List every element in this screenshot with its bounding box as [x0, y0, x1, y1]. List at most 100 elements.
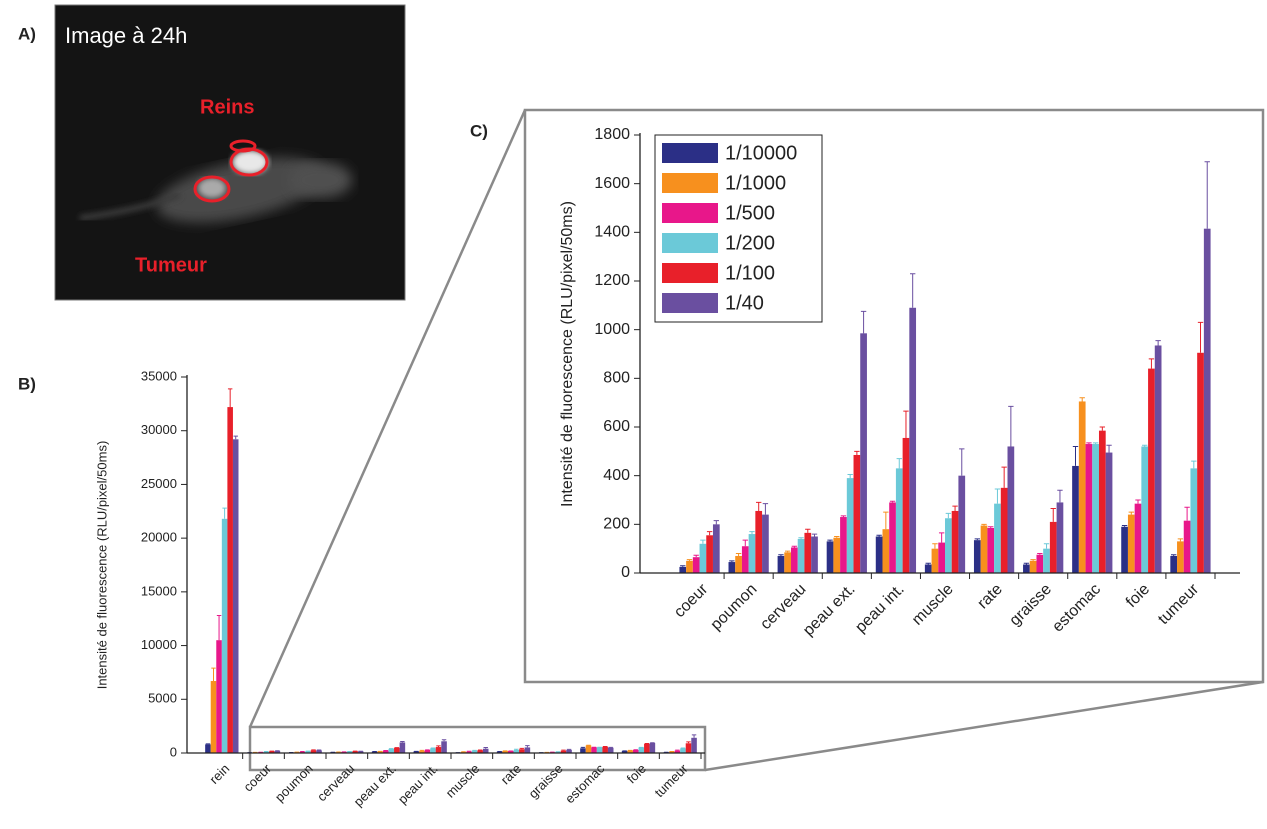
error-bar — [514, 748, 519, 750]
error-bar — [525, 745, 530, 748]
y-tick-label: 600 — [603, 418, 630, 435]
bar — [305, 751, 311, 753]
x-tick-label: graisse — [525, 761, 565, 801]
error-bar — [909, 273, 916, 308]
error-bar — [580, 746, 586, 749]
error-bar — [1043, 543, 1050, 549]
bar — [895, 468, 903, 573]
error-bar — [1142, 444, 1148, 447]
bar — [1127, 514, 1135, 573]
bar — [591, 747, 597, 753]
error-bar — [483, 747, 488, 749]
bar — [1098, 430, 1106, 573]
error-bar — [436, 745, 441, 748]
error-bar — [742, 539, 748, 547]
error-bar — [827, 539, 833, 542]
bar — [1049, 521, 1057, 573]
bar — [346, 751, 353, 753]
error-bar — [1023, 562, 1030, 565]
bar — [674, 750, 681, 753]
bar — [580, 748, 586, 753]
panel-label: A) — [18, 24, 36, 43]
zoom-frame — [248, 108, 1265, 772]
bar — [1148, 368, 1155, 573]
x-tick-label: muscle — [909, 581, 957, 629]
error-bar — [211, 667, 216, 682]
bar — [833, 537, 841, 573]
bar — [1154, 345, 1162, 573]
error-bar — [693, 554, 699, 558]
error-bar — [1037, 553, 1043, 555]
bar — [566, 749, 572, 753]
y-tick-label: 1600 — [594, 175, 630, 192]
error-bar — [778, 554, 784, 556]
error-bar — [811, 533, 818, 537]
y-tick-label: 1000 — [594, 321, 630, 338]
bar — [471, 750, 478, 753]
bar — [846, 478, 854, 573]
bar — [441, 741, 447, 753]
error-bar — [691, 734, 697, 738]
bar — [692, 557, 700, 573]
y-tick-label: 1800 — [594, 126, 630, 143]
bar — [680, 748, 686, 753]
bar — [875, 536, 883, 573]
error-bar — [932, 543, 938, 549]
bar — [826, 541, 834, 573]
bar — [496, 751, 503, 753]
bar — [784, 552, 792, 573]
bar — [232, 439, 239, 753]
legend-label: 1/100 — [725, 262, 775, 284]
bar — [644, 743, 650, 753]
legend-swatch — [662, 203, 718, 223]
error-bar — [1197, 321, 1204, 353]
error-bar — [784, 550, 791, 553]
error-bar — [400, 740, 405, 743]
y-tick-label: 25000 — [141, 476, 177, 491]
bar — [221, 518, 228, 753]
error-bar — [805, 528, 811, 533]
bar — [909, 307, 917, 573]
bar — [649, 742, 656, 753]
bar — [987, 527, 995, 573]
legend-label: 1/200 — [725, 232, 775, 254]
error-bar — [1121, 525, 1128, 527]
bar — [638, 747, 645, 753]
legend-label: 1/40 — [725, 292, 764, 314]
bar — [1121, 526, 1128, 573]
bar — [853, 454, 861, 573]
bar — [399, 742, 406, 753]
bar — [274, 750, 281, 753]
bar — [382, 750, 389, 753]
error-bar — [675, 749, 680, 751]
error-bar — [1079, 397, 1085, 402]
x-tick-label: peau ext. — [800, 581, 859, 640]
y-tick-label: 400 — [603, 467, 630, 484]
error-bar — [1099, 426, 1106, 431]
bar — [1134, 503, 1142, 573]
bar — [227, 407, 233, 753]
bar — [1007, 446, 1015, 573]
bar — [524, 747, 531, 753]
error-bar — [1204, 161, 1210, 229]
bar — [1023, 564, 1030, 573]
y-axis-label: Intensité de fluorescence (RLU/pixel/50m… — [559, 201, 576, 507]
bar — [519, 749, 525, 753]
x-tick-label: poumon — [272, 761, 316, 805]
error-bar — [1184, 506, 1190, 521]
bar — [741, 546, 749, 573]
error-bar — [227, 388, 233, 408]
y-tick-label: 15000 — [141, 583, 177, 598]
error-bar — [441, 739, 447, 742]
y-tick-label: 30000 — [141, 422, 177, 437]
error-bar — [519, 747, 525, 750]
bar — [860, 333, 867, 573]
bar — [621, 750, 628, 753]
bar — [951, 510, 959, 573]
y-tick-label: 10000 — [141, 637, 177, 652]
error-bar — [854, 450, 860, 455]
legend-box — [654, 134, 823, 323]
error-bar — [680, 565, 686, 567]
bar — [797, 538, 805, 573]
legend-swatch — [662, 263, 718, 283]
